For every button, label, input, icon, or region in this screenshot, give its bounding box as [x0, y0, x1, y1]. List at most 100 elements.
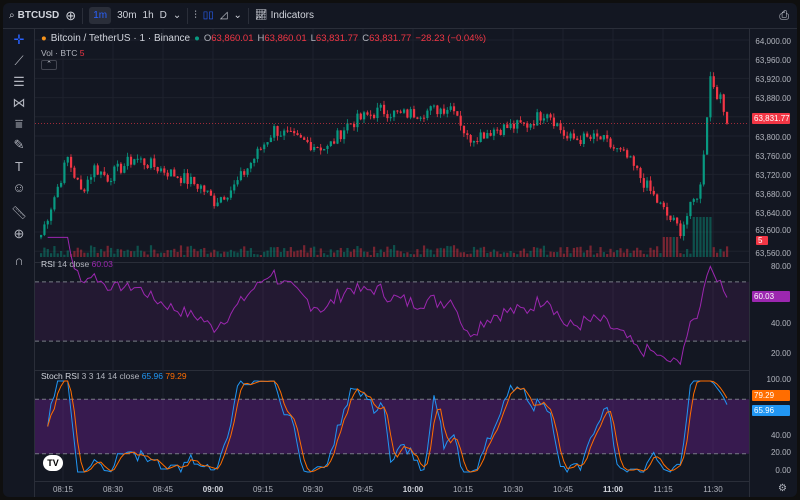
rsi-band [35, 281, 749, 342]
zoom-in-icon[interactable]: ⊕ [13, 226, 25, 241]
candle-body [206, 190, 209, 192]
time-label: 11:00 [602, 485, 624, 494]
volume-bar [316, 254, 319, 257]
market-status-icon: ● [194, 33, 200, 44]
close-value: 63,831.77 [369, 33, 412, 44]
search-icon: ⌕ [9, 10, 15, 21]
top-toolbar: ⌕ BTCUSD ⊕ 1m 30m 1h D ⌄ ⫶ ▯▯ ◿ ⌄ 📈︎ Indic… [3, 3, 797, 29]
volume-bar [59, 250, 63, 257]
candle-body [402, 109, 406, 113]
candle-body [719, 94, 722, 99]
trend-line-icon[interactable]: ⟋ [14, 53, 24, 68]
candle-body [626, 150, 629, 158]
interval-1m[interactable]: 1m [89, 7, 112, 24]
candle-body [599, 136, 602, 140]
volume-bar [492, 249, 496, 257]
volume-bar [249, 248, 252, 257]
candle-body [239, 171, 242, 181]
candle-body [536, 112, 539, 126]
time-label: 08:30 [102, 485, 124, 494]
pattern-icon[interactable]: ⋈ [12, 95, 26, 110]
volume-bar [376, 252, 379, 257]
bars-style-icon[interactable]: ⫶ [194, 10, 197, 21]
settings-gear-icon[interactable]: ⚙ [778, 483, 787, 494]
price-axis[interactable]: 64,000.00 63,960.00 63,920.00 63,880.00 … [749, 29, 797, 497]
crosshair-icon[interactable]: ✛ [13, 32, 25, 47]
volume-bar [309, 247, 312, 257]
candle-body [522, 122, 526, 124]
emoji-icon[interactable]: ☺ [12, 179, 26, 195]
rsi-value-tag: 60.03 [752, 291, 790, 302]
low-value: 63,831.77 [315, 33, 359, 44]
volume-bar [442, 248, 446, 257]
volume-bar [169, 250, 173, 257]
volume-bar [702, 217, 705, 257]
volume-bar [349, 251, 352, 257]
interval-1h[interactable]: 1h [142, 10, 154, 21]
volume-bar [346, 247, 349, 257]
candle-body [136, 158, 139, 160]
volume-bar [93, 246, 96, 257]
candle-body [159, 168, 163, 172]
stoch-axis-label: 40.00 [770, 431, 791, 440]
prediction-icon[interactable]: ⩸ [15, 116, 23, 131]
brush-icon[interactable]: ✎ [13, 137, 25, 152]
magnet-icon[interactable]: ∩ [14, 252, 24, 268]
collapse-legend-button[interactable]: ⌃ [41, 60, 57, 70]
candle-body [602, 135, 605, 140]
candle-body [492, 129, 496, 136]
indicators-button[interactable]: 📈︎ Indicators [254, 10, 314, 21]
candle-body [579, 139, 582, 145]
volume-bar [246, 250, 249, 257]
candle-body [276, 126, 279, 136]
volume-bar [506, 252, 509, 257]
candle-body [339, 130, 342, 140]
volume-bar [109, 247, 113, 257]
volume-bar [386, 246, 389, 257]
candle-body [316, 147, 319, 149]
candle-body [269, 137, 272, 143]
candle-body [396, 110, 399, 112]
ruler-icon[interactable]: 📏︎ [10, 205, 28, 220]
price-label: 63,880.00 [755, 94, 791, 103]
area-style-icon[interactable]: ◿ [219, 10, 228, 21]
chart-canvas[interactable] [35, 29, 749, 481]
candles-style-icon[interactable]: ▯▯ [202, 10, 214, 21]
volume-bar [419, 254, 422, 257]
interval-d[interactable]: D [159, 10, 167, 21]
chevron-down-icon[interactable]: ⌄ [172, 10, 182, 21]
candle-body [442, 108, 446, 114]
compare-add-button[interactable]: ⊕ [65, 7, 77, 23]
candle-body [606, 135, 609, 139]
volume-bar [396, 250, 399, 257]
candle-body [326, 146, 329, 149]
time-axis[interactable]: 08:15 08:30 08:45 09:00 09:15 09:30 09:45 10:00… [35, 481, 749, 497]
divider [187, 7, 189, 24]
fib-icon[interactable]: ☰ [13, 74, 25, 89]
symbol-search[interactable]: ⌕ BTCUSD [9, 10, 60, 21]
candle-body [559, 123, 562, 131]
volume-bar [173, 248, 176, 257]
price-label: 63,680.00 [755, 190, 791, 199]
volume-bar [196, 251, 199, 257]
volume-bar [546, 254, 549, 257]
tradingview-logo[interactable]: TV [43, 455, 63, 471]
candle-body [113, 166, 116, 181]
volume-bar [289, 247, 292, 257]
chevron-down-icon[interactable]: ⌄ [233, 10, 242, 21]
volume-bar [253, 253, 256, 257]
volume-bar [123, 251, 126, 257]
camera-icon[interactable]: ⎙ [779, 8, 789, 22]
volume-bar [666, 237, 669, 257]
candle-body [103, 171, 106, 176]
volume-bar [626, 248, 629, 257]
candle-body [519, 120, 522, 123]
time-label: 09:45 [352, 485, 374, 494]
volume-bar [213, 249, 216, 257]
price-label: 63,600.00 [755, 226, 791, 235]
candle-body [323, 148, 326, 151]
volume-bar [382, 252, 386, 257]
interval-30m[interactable]: 30m [117, 10, 137, 21]
candle-body [153, 158, 156, 168]
text-icon[interactable]: T [15, 158, 23, 174]
